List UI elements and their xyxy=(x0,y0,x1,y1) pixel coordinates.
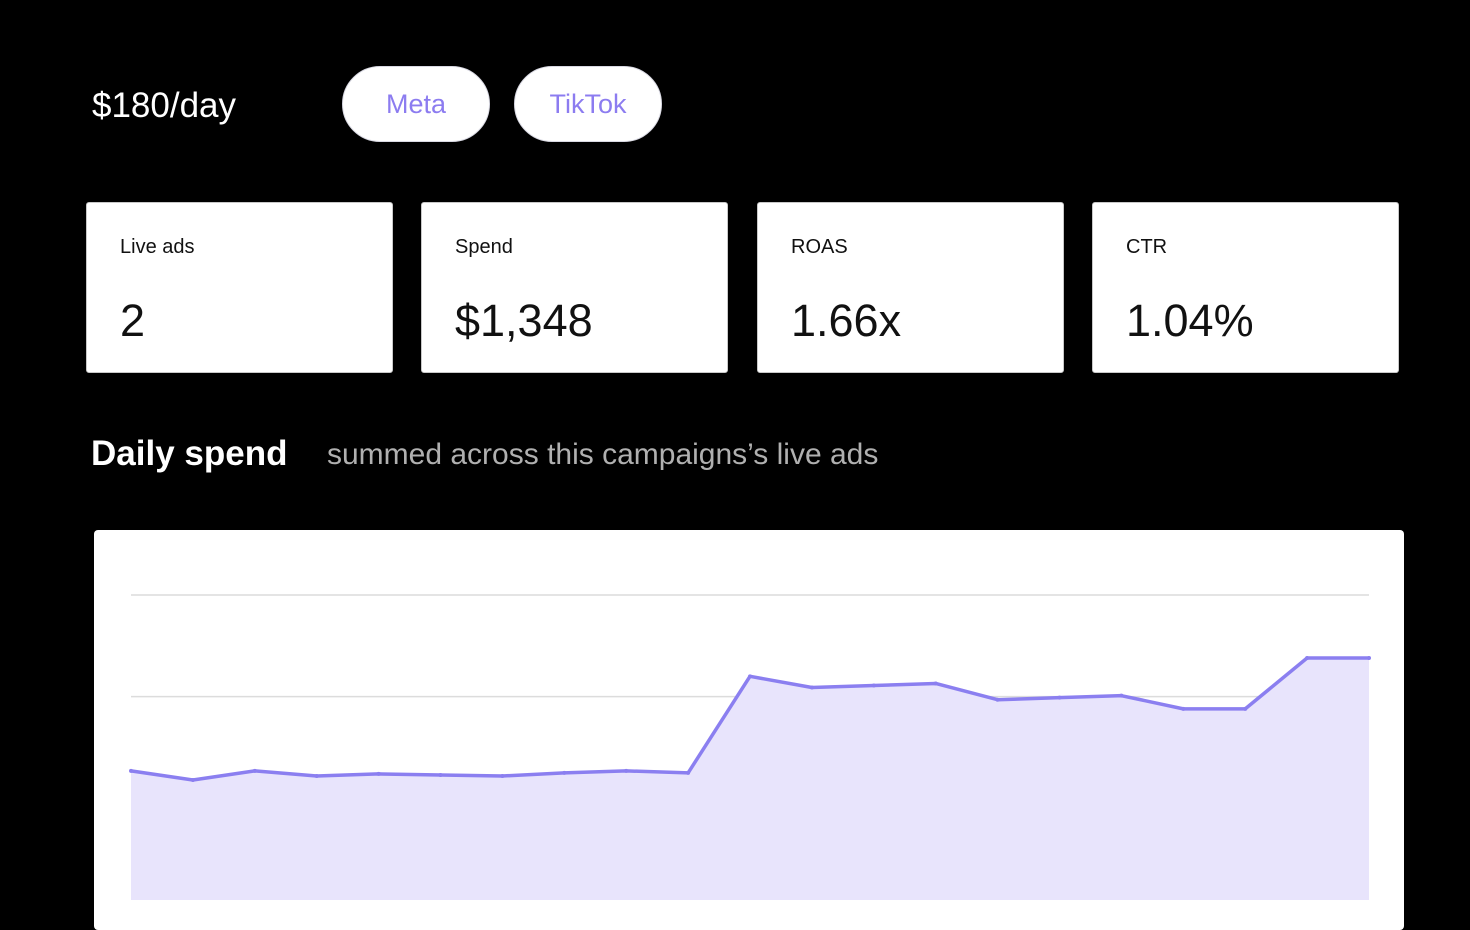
platform-pill-meta[interactable]: Meta xyxy=(342,66,490,142)
metric-value: 1.66x xyxy=(791,295,902,346)
daily-spend-chart xyxy=(94,530,1404,930)
data-point xyxy=(686,770,691,775)
metric-value: $1,348 xyxy=(455,295,593,346)
data-point xyxy=(933,681,938,686)
data-point xyxy=(190,778,195,783)
data-point xyxy=(500,773,505,778)
data-point xyxy=(1057,695,1062,700)
metric-label: CTR xyxy=(1126,236,1168,258)
metric-card-ctr: CTR 1.04% xyxy=(1092,202,1399,373)
data-point xyxy=(376,771,381,776)
metric-label: Spend xyxy=(455,236,513,258)
data-point xyxy=(624,768,629,773)
metric-card-spend: Spend $1,348 xyxy=(421,202,728,373)
metric-card-roas: ROAS 1.66x xyxy=(757,202,1064,373)
platform-pill-tiktok[interactable]: TikTok xyxy=(514,66,662,142)
metric-label: Live ads xyxy=(120,236,195,258)
chart-svg xyxy=(129,594,1371,900)
data-point xyxy=(748,674,752,679)
data-point xyxy=(562,770,567,775)
metric-value: 1.04% xyxy=(1126,295,1254,346)
data-point xyxy=(438,772,443,777)
data-point xyxy=(1243,706,1248,711)
metric-label: ROAS xyxy=(791,236,848,258)
section-subtitle: summed across this campaigns’s live ads xyxy=(327,438,879,471)
metric-card-live-ads: Live ads 2 xyxy=(86,202,393,373)
data-point xyxy=(252,768,257,773)
campaign-panel: $180/day Meta TikTok Live ads 2 Spend $1… xyxy=(86,66,1404,930)
spend-area xyxy=(131,658,1369,900)
daily-budget: $180/day xyxy=(92,86,237,125)
data-point xyxy=(809,685,814,690)
data-point xyxy=(1305,656,1310,661)
data-point xyxy=(1119,693,1124,698)
metric-value: 2 xyxy=(120,295,146,346)
data-point xyxy=(995,697,1000,702)
data-point xyxy=(314,773,319,778)
data-point xyxy=(129,768,133,773)
data-point xyxy=(1367,656,1371,661)
data-point xyxy=(871,683,876,688)
section-title: Daily spend xyxy=(91,434,288,473)
data-point xyxy=(1181,706,1186,711)
